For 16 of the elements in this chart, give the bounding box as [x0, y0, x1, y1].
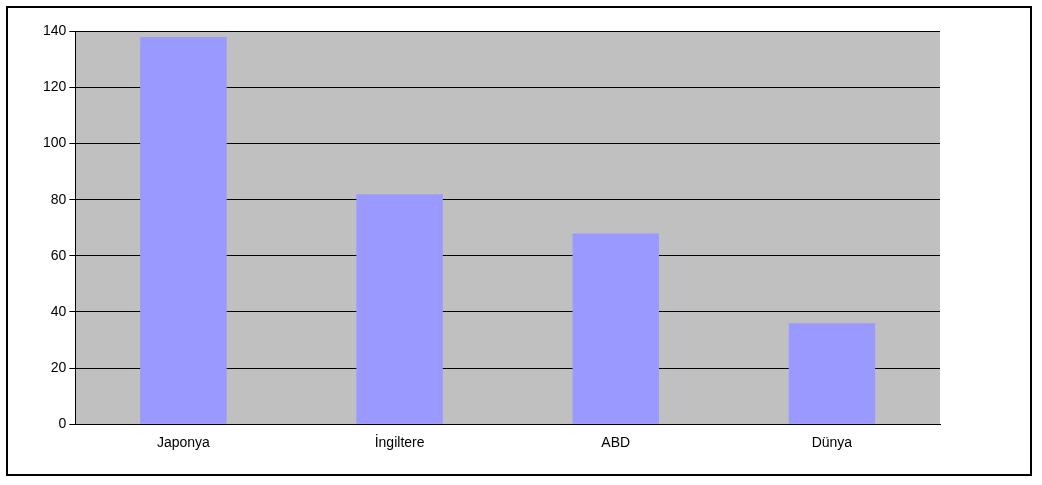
y-tick-label: 140: [43, 22, 67, 39]
bar: [356, 194, 443, 424]
bar: [788, 323, 876, 424]
y-tick-label: 40: [50, 302, 67, 319]
x-tick-label: ABD: [601, 434, 631, 451]
x-tick-label: İngiltere: [374, 433, 425, 451]
bar: [140, 37, 227, 424]
y-tick-label: 20: [50, 358, 67, 375]
y-tick-label: 120: [43, 78, 67, 95]
x-tick-label: Japonya: [156, 434, 211, 451]
y-tick-label: 60: [50, 246, 67, 263]
y-tick-label: 0: [58, 415, 67, 432]
x-tick-label: Dünya: [811, 434, 853, 451]
y-tick-label: 100: [43, 134, 67, 151]
y-tick-label: 80: [50, 190, 67, 207]
bar: [572, 233, 659, 424]
